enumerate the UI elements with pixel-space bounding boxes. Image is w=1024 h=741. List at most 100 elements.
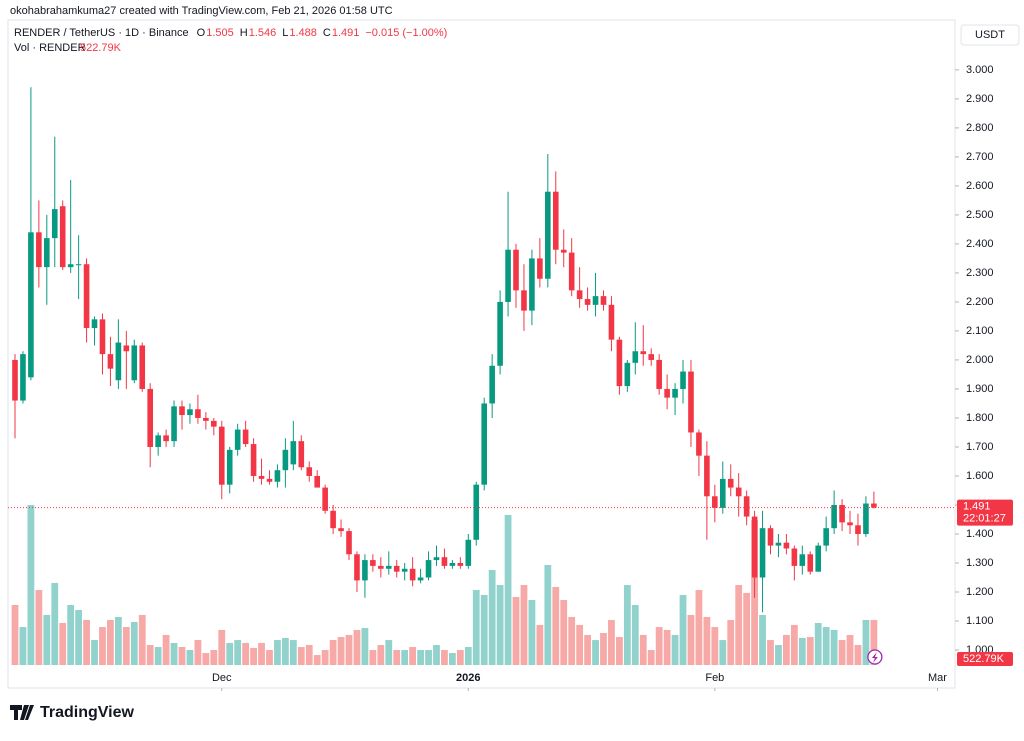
candle-body	[139, 345, 146, 389]
candle-body	[560, 249, 567, 253]
volume-bar	[520, 585, 528, 665]
volume-bar	[43, 614, 51, 665]
volume-bar	[703, 616, 711, 665]
candle-body	[401, 568, 408, 572]
change: −0.015 (−1.00%)	[365, 27, 447, 39]
volume-bar	[433, 645, 440, 665]
candle-body	[298, 441, 305, 468]
volume-bar	[639, 634, 647, 665]
y-tick-label: 2.100	[966, 325, 994, 337]
candle-body	[489, 365, 495, 404]
currency-box[interactable]	[960, 24, 1020, 46]
volume-bar	[671, 634, 679, 665]
volume-bar	[814, 622, 822, 665]
candle-body	[234, 429, 241, 450]
volume-bar	[385, 640, 393, 665]
candle-body	[473, 484, 480, 540]
volume-bar	[409, 647, 417, 665]
price-tag: 1.491	[963, 500, 991, 512]
candle-body	[99, 319, 106, 355]
y-tick-label: 2.900	[966, 93, 994, 105]
volume-bar	[202, 653, 210, 665]
volume-bar	[67, 605, 75, 665]
candle-body	[338, 528, 344, 532]
volume-value: 522.79K	[80, 42, 122, 54]
volume-bar	[775, 645, 782, 665]
volume-bar	[218, 629, 226, 665]
candle-body	[505, 249, 511, 302]
candle-body	[163, 435, 169, 442]
volume-bar	[35, 590, 43, 665]
candle-body	[226, 449, 233, 485]
candle-body	[179, 406, 185, 416]
volume-bar	[719, 640, 727, 665]
candle-body	[759, 528, 766, 578]
price-tag-bg	[957, 499, 1013, 526]
volume-bar	[329, 640, 337, 665]
candle-body	[847, 522, 853, 526]
volume-bar	[608, 619, 615, 665]
y-tick-label: 3.000	[966, 64, 994, 76]
volume-bar	[258, 642, 265, 665]
candle-body	[393, 565, 400, 572]
volume-tag-bg	[957, 652, 1013, 666]
candle-body	[306, 467, 313, 476]
volume-bar	[297, 647, 305, 665]
volume-bar	[226, 642, 234, 665]
candle-body	[648, 354, 655, 360]
volume-bar	[822, 627, 830, 665]
candle-body	[839, 504, 845, 523]
volume-bar	[480, 595, 488, 665]
candle-body	[441, 557, 448, 566]
candle-body	[346, 531, 352, 555]
volume-bar	[170, 642, 178, 665]
volume-bar	[528, 600, 536, 665]
volume-tag: 522.79K	[963, 653, 1005, 665]
volume-bar	[679, 595, 687, 665]
candle-body	[36, 232, 42, 268]
x-tick-label: Feb	[705, 672, 724, 684]
candle-body	[378, 565, 384, 569]
candle-body	[624, 362, 631, 387]
candle-body	[632, 351, 639, 363]
volume-bar	[250, 647, 257, 665]
candle-body	[672, 388, 678, 398]
candle-body	[592, 296, 599, 305]
candle-body	[425, 560, 432, 578]
logo: TradingView	[10, 704, 135, 721]
volume-bar	[51, 582, 59, 665]
volume-bar	[448, 653, 456, 665]
candle-body	[608, 304, 615, 340]
volume-bar	[242, 642, 250, 665]
candle-body	[417, 577, 424, 581]
y-tick-label: 1.800	[966, 412, 994, 424]
candle-body	[640, 351, 647, 355]
y-tick-label: 2.600	[966, 180, 994, 192]
volume-bar	[321, 650, 329, 665]
candle-body	[290, 441, 297, 465]
volume-bar	[305, 645, 313, 665]
candle-body	[322, 487, 328, 511]
candle-body	[28, 232, 34, 378]
volume-bar	[854, 645, 862, 665]
volume-bar	[162, 634, 170, 665]
y-tick-label: 2.800	[966, 122, 994, 134]
candle-body	[863, 503, 869, 534]
candle-body	[545, 191, 551, 279]
pane-border	[7, 19, 956, 689]
volume-bar	[767, 640, 774, 665]
candle-body	[171, 406, 177, 442]
currency[interactable]: USDT	[975, 29, 1005, 41]
ohlc-key: L	[282, 27, 288, 39]
candle-body	[680, 371, 686, 389]
volume-bar	[552, 587, 560, 665]
volume-bar	[464, 647, 472, 665]
candle-body	[59, 206, 66, 268]
candle-body	[513, 249, 519, 291]
candle-body	[743, 496, 750, 517]
volume-bar	[600, 632, 607, 665]
volume-bar	[361, 627, 369, 665]
symbol: RENDER / TetherUS · 1D · Binance	[14, 27, 189, 39]
volume-bar	[488, 569, 496, 665]
